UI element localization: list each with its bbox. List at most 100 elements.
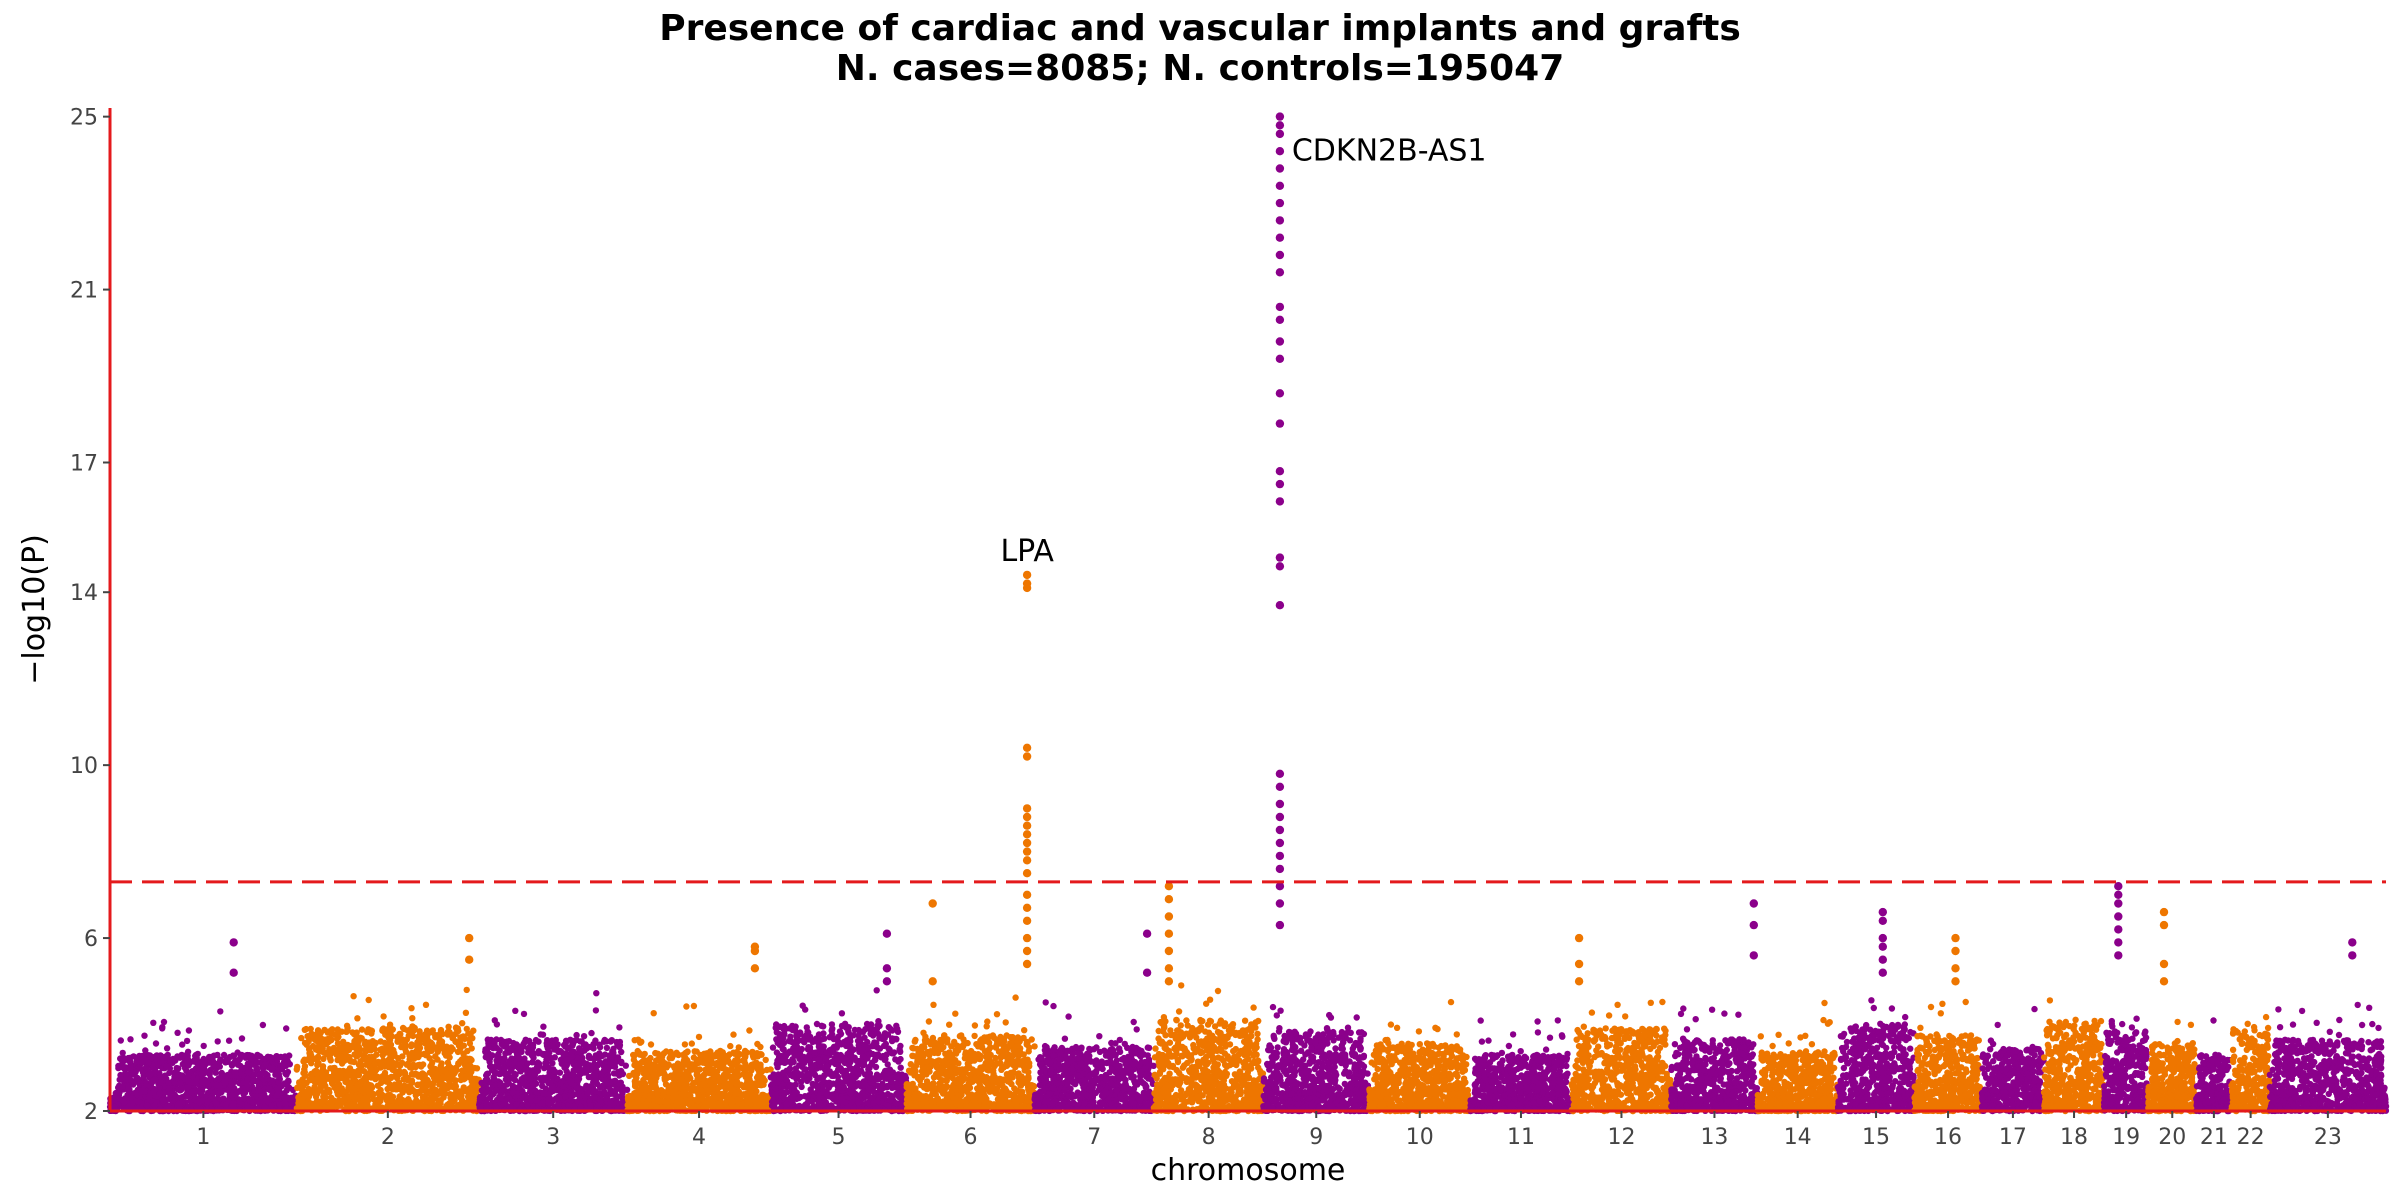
- snp-point: [408, 1041, 415, 1048]
- snp-point: [236, 1056, 243, 1063]
- snp-point: [465, 1090, 473, 1098]
- snp-point: [282, 1060, 290, 1068]
- snp-point: [225, 1037, 233, 1044]
- snp-point: [208, 1093, 216, 1100]
- snp-point: [146, 1093, 153, 1100]
- snp-point: [360, 1055, 367, 1063]
- snp-point: [701, 1050, 708, 1058]
- snp-point: [485, 1040, 493, 1047]
- snp-point: [119, 1049, 126, 1057]
- chart-title: Presence of cardiac and vascular implant…: [659, 8, 1741, 49]
- snp-point: [695, 1033, 703, 1041]
- snp-point: [395, 1085, 403, 1093]
- snp-point: [303, 1090, 310, 1097]
- snp-point: [716, 1078, 723, 1085]
- snp-point: [268, 1102, 275, 1109]
- snp-point: [712, 1101, 720, 1108]
- snp-point: [592, 1053, 599, 1061]
- snp-point: [299, 1098, 306, 1106]
- snp-point: [526, 1037, 533, 1045]
- snp-point: [501, 1099, 508, 1106]
- snp-point: [302, 1025, 310, 1033]
- snp-point: [128, 1093, 135, 1101]
- snp-point: [368, 1074, 375, 1081]
- snp-point: [647, 1102, 654, 1109]
- snp-point: [574, 1054, 581, 1061]
- snp-point: [293, 1066, 300, 1073]
- snp-point: [648, 1084, 655, 1091]
- snp-point: [724, 1070, 731, 1078]
- snp-point: [409, 1015, 416, 1022]
- snp-point: [117, 1037, 125, 1044]
- snp-point: [552, 1036, 559, 1044]
- snp-point: [662, 1081, 670, 1088]
- snp-point: [445, 1023, 452, 1030]
- snp-point: [128, 1103, 135, 1110]
- background-snps: [106, 982, 2390, 1115]
- snp-point: [691, 1048, 698, 1055]
- snp-point: [592, 1088, 599, 1095]
- snp-point: [346, 1103, 354, 1111]
- snp-point: [374, 1073, 381, 1081]
- snp-point: [334, 1090, 342, 1098]
- snp-point: [363, 1094, 370, 1101]
- snp-point: [742, 1053, 749, 1060]
- snp-point: [260, 1064, 267, 1071]
- snp-point: [175, 1065, 182, 1072]
- snp-point: [200, 1061, 207, 1068]
- snp-point: [115, 1064, 122, 1072]
- snp-point: [508, 1046, 515, 1054]
- snp-point: [616, 1024, 623, 1031]
- snp-point: [174, 1029, 181, 1037]
- snp-point: [185, 1071, 192, 1078]
- snp-point: [665, 1061, 673, 1069]
- snp-point: [142, 1047, 149, 1054]
- snp-point: [459, 1020, 466, 1027]
- snp-point: [618, 1058, 625, 1066]
- snp-point: [753, 1079, 761, 1087]
- snp-point: [379, 1052, 386, 1059]
- snp-point: [610, 1045, 617, 1053]
- snp-point: [380, 1025, 387, 1032]
- snp-point: [634, 1098, 641, 1105]
- snp-point: [576, 1093, 583, 1100]
- snp-point: [681, 1041, 689, 1048]
- snp-point: [402, 1042, 409, 1049]
- snp-point: [603, 1095, 610, 1102]
- snp-point: [222, 1102, 229, 1109]
- snp-point: [199, 1078, 206, 1086]
- snp-point: [325, 1052, 333, 1059]
- snp-point: [387, 1085, 394, 1092]
- snp-point: [652, 1049, 659, 1057]
- snp-point: [453, 1025, 460, 1032]
- snp-point: [494, 1059, 501, 1066]
- snp-point: [240, 1095, 247, 1103]
- snp-point: [389, 1026, 396, 1033]
- snp-point: [377, 1086, 384, 1094]
- snp-point: [683, 1003, 690, 1010]
- snp-point: [315, 1047, 322, 1054]
- snp-point: [388, 1103, 395, 1110]
- snp-point: [283, 1081, 291, 1088]
- snp-point: [593, 990, 600, 997]
- snp-point: [143, 1102, 151, 1109]
- snp-point: [608, 1037, 615, 1044]
- snp-point: [675, 1051, 682, 1059]
- snp-point: [531, 1071, 539, 1078]
- snp-point: [169, 1055, 177, 1063]
- snp-point: [527, 1097, 535, 1104]
- snp-point: [513, 1101, 520, 1108]
- snp-point: [618, 1048, 625, 1056]
- snp-point: [412, 1063, 419, 1071]
- snp-point: [200, 1042, 207, 1050]
- snp-point: [576, 1060, 583, 1067]
- snp-point: [446, 1054, 453, 1061]
- snp-point: [518, 1076, 525, 1083]
- snp-point: [501, 1055, 508, 1062]
- snp-point: [393, 1061, 400, 1069]
- snp-point: [244, 1103, 251, 1111]
- snp-point: [126, 1075, 134, 1083]
- snp-point: [466, 1036, 473, 1043]
- snp-point: [679, 1098, 686, 1105]
- snp-point: [568, 1079, 575, 1087]
